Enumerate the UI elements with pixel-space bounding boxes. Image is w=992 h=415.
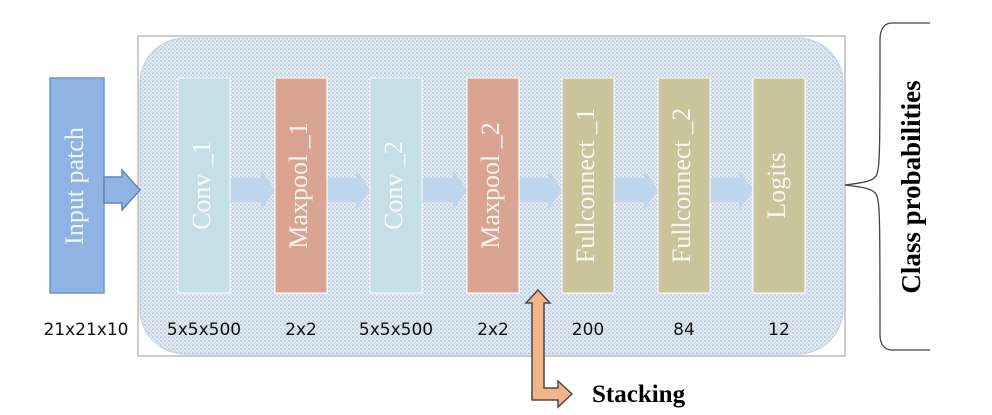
flow-arrow xyxy=(710,170,753,210)
layer-block-conv-2: Conv _2 xyxy=(369,77,423,294)
layer-rect xyxy=(657,77,711,294)
layer-size-label: 12 xyxy=(768,320,790,340)
stacking-label: Stacking xyxy=(592,381,686,408)
layer-rect xyxy=(466,77,520,294)
layer-blocks: Conv _1 Maxpool _1 Conv _2 Maxpool _2 Fullco… xyxy=(177,77,806,294)
layer-size-label: 84 xyxy=(673,320,695,340)
layer-name-label: Maxpool _1 xyxy=(284,122,313,248)
flow-arrow xyxy=(422,170,467,210)
input-patch-label: Input patch xyxy=(60,127,89,245)
layer-size-label: 200 xyxy=(572,320,604,340)
class-probabilities-label: Class probabilities xyxy=(896,80,926,293)
layer-name-label: Logits xyxy=(762,152,791,218)
layer-size-label: 5x5x500 xyxy=(359,320,433,340)
flow-arrow xyxy=(230,170,275,210)
layer-name-label: Fullconnect _1 xyxy=(571,108,600,263)
layer-size-label: 2x2 xyxy=(477,320,509,340)
flow-arrow xyxy=(327,170,370,210)
layer-block-fullconnect-1: Fullconnect _1 xyxy=(561,77,615,294)
layer-name-label: Conv _1 xyxy=(187,141,216,230)
layer-rect xyxy=(752,77,806,294)
layer-block-maxpool-2: Maxpool _2 xyxy=(466,77,520,294)
output-brace xyxy=(844,22,930,351)
layer-rect xyxy=(561,77,615,294)
stacking-arrow xyxy=(524,288,574,409)
flow-arrows xyxy=(230,170,753,210)
layer-block-logits: Logits xyxy=(752,77,806,294)
layer-name-label: Conv _2 xyxy=(379,141,408,230)
input-size-label: 21x21x10 xyxy=(43,320,128,340)
layer-block-conv-1: Conv _1 xyxy=(177,77,231,294)
layer-name-label: Maxpool _2 xyxy=(476,122,505,248)
layer-rect xyxy=(274,77,328,294)
input-arrow xyxy=(103,168,142,212)
layer-size-label: 5x5x500 xyxy=(167,320,241,340)
input-patch-block: Input patch xyxy=(49,77,105,294)
layer-rect xyxy=(177,77,231,294)
layer-block-maxpool-1: Maxpool _1 xyxy=(274,77,328,294)
layer-size-labels: 5x5x500 2x2 5x5x500 2x2 200 84 12 xyxy=(167,320,790,340)
layer-name-label: Fullconnect _2 xyxy=(667,108,696,263)
layer-size-label: 2x2 xyxy=(285,320,317,340)
layer-rect xyxy=(369,77,423,294)
flow-arrow xyxy=(519,170,562,210)
layer-block-fullconnect-2: Fullconnect _2 xyxy=(657,77,711,294)
flow-arrow xyxy=(614,170,658,210)
